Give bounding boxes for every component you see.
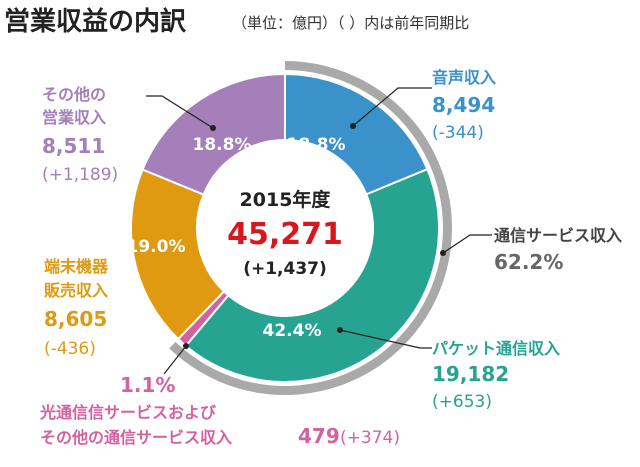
leader-group — [442, 234, 492, 254]
leader-4-dot — [210, 125, 216, 131]
unit-note: （単位：億円）（ ）内は前年同期比 — [232, 14, 469, 32]
slice-percent-0: 18.8% — [287, 135, 346, 155]
leader-2 — [163, 345, 187, 375]
slice-4 — [141, 72, 286, 196]
slice-label-1: パケット通信収入 — [432, 339, 560, 358]
slice-value-3: 8,605 — [44, 307, 107, 331]
slice-change-1: (+653) — [432, 392, 492, 412]
leader-group-dot — [440, 250, 446, 256]
leader-4 — [146, 95, 214, 129]
slice-value-2: 479 — [298, 424, 340, 448]
slice-percent-2: 1.1% — [120, 373, 175, 397]
slice-label-0: 音声収入 — [432, 68, 496, 87]
telecom-service-group-arc — [169, 61, 453, 395]
slice-change-3: (-436) — [44, 339, 96, 359]
slice-change-0: (-344) — [432, 123, 484, 143]
group-label: 通信サービス収入 — [494, 226, 622, 245]
percent-labels-layer: 18.8% 42.4% 19.0% 18.8% — [127, 135, 346, 341]
leader-0 — [352, 87, 432, 127]
leader-lines-layer — [146, 87, 492, 375]
slice-change-2: (+374) — [340, 428, 400, 448]
center-change: (+1,437) — [243, 259, 327, 279]
leader-1-dot — [337, 327, 343, 333]
slice-label-4-line2: 営業収入 — [42, 108, 106, 127]
leader-0-dot — [350, 123, 356, 129]
slice-label-3-line1: 端末機器 — [44, 257, 109, 276]
slice-percent-3: 19.0% — [127, 237, 186, 257]
group-arc-layer — [169, 61, 453, 395]
slice-value-4: 8,511 — [42, 134, 105, 158]
slice-percent-1: 42.4% — [263, 321, 322, 341]
slice-value-0: 8,494 — [432, 93, 495, 117]
leader-1 — [339, 329, 432, 349]
slice-percent-4: 18.8% — [193, 135, 252, 155]
slice-change-4: (+1,189) — [42, 165, 118, 185]
group-percent: 62.2% — [494, 250, 563, 274]
slice-label-2-line2: その他の通信サービス収入 — [40, 428, 232, 447]
center-total: 45,271 — [227, 217, 343, 252]
slice-1 — [184, 167, 440, 383]
leader-2-dot — [183, 343, 189, 349]
external-labels-layer: 音声収入 8,494 (-344) 通信サービス収入 62.2% パケット通信収入 19,1… — [39, 68, 622, 448]
slice-label-3-line2: 販売収入 — [44, 281, 108, 300]
slice-label-2-line1: 光通信信サービスおよび — [39, 403, 217, 422]
slice-value-1: 19,182 — [432, 362, 509, 386]
slice-label-4-line1: その他の — [42, 85, 106, 104]
center-year: 2015年度 — [240, 188, 332, 211]
chart-title: 営業収益の内訳 — [4, 6, 187, 37]
slices-layer — [130, 72, 440, 383]
